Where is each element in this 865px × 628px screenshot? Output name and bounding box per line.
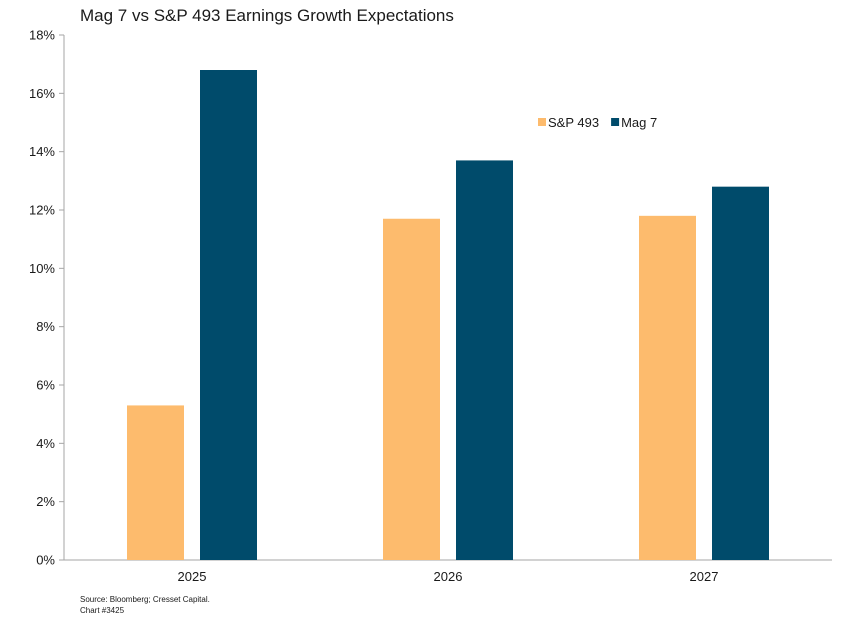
bar-mag-7-2026 <box>456 160 513 560</box>
x-tick-label: 2027 <box>690 569 719 584</box>
bar-s-p-493-2027 <box>639 215 696 561</box>
legend: S&P 493 Mag 7 <box>538 115 657 130</box>
chart-id: Chart #3425 <box>80 606 125 615</box>
legend-label-mag-7: Mag 7 <box>621 115 657 130</box>
bar-mag-7-2025 <box>200 70 257 560</box>
y-tick-label: 12% <box>29 203 55 218</box>
legend-swatch-mag-7 <box>611 118 620 126</box>
y-tick-label: 4% <box>36 436 55 451</box>
chart-title: Mag 7 vs S&P 493 Earnings Growth Expecta… <box>80 6 454 25</box>
legend-label-s-p-493: S&P 493 <box>548 115 599 130</box>
source-text: Source: Bloomberg; Cresset Capital. <box>80 595 210 604</box>
y-tick-label: 14% <box>29 144 55 159</box>
bar-s-p-493-2025 <box>127 405 184 560</box>
y-tick-label: 16% <box>29 86 55 101</box>
y-tick-label: 10% <box>29 261 55 276</box>
source-note: Source: Bloomberg; Cresset Capital. Char… <box>80 594 210 616</box>
y-tick-label: 18% <box>29 28 55 43</box>
y-tick-label: 2% <box>36 494 55 509</box>
x-axis: 2025 2026 2027 <box>64 559 832 584</box>
y-axis: 0% 2% 4% 6% 8% 10% 12% 14% 16% 18% <box>29 28 65 568</box>
bars <box>127 70 769 561</box>
bar-s-p-493-2026 <box>383 218 440 560</box>
y-tick-label: 0% <box>36 553 55 568</box>
y-tick-label: 6% <box>36 378 55 393</box>
x-tick-label: 2026 <box>434 569 463 584</box>
y-tick-label: 8% <box>36 319 55 334</box>
bar-mag-7-2027 <box>712 186 769 560</box>
legend-swatch-s-p-493 <box>538 118 546 126</box>
x-tick-label: 2025 <box>178 569 207 584</box>
